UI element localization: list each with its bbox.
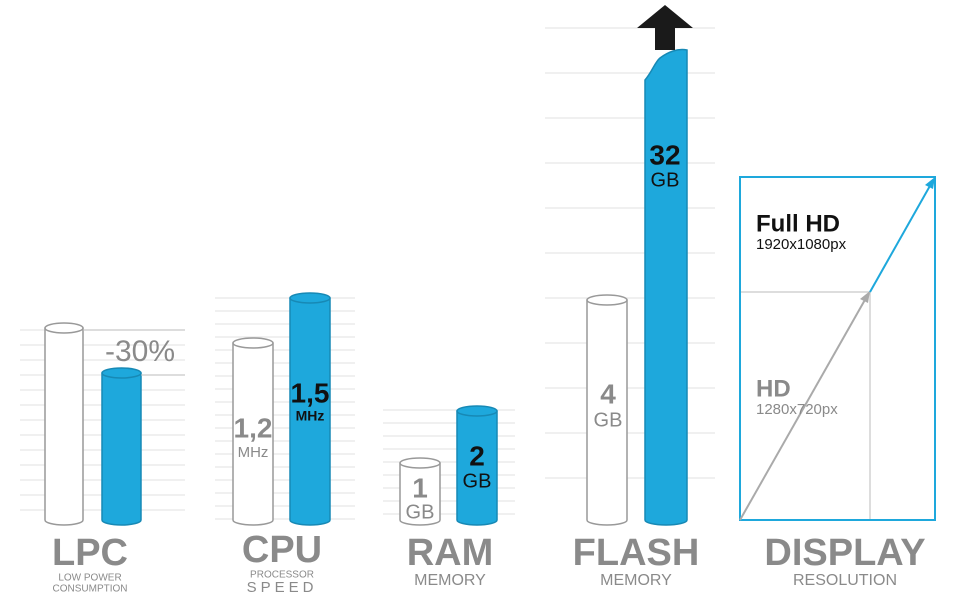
column [232,343,274,526]
column [44,328,84,526]
display-title: DISPLAY [764,532,925,574]
column-top [232,337,274,349]
column-top [289,292,331,304]
cpu-subtitle: SPEED [247,579,318,596]
ram-subtitle: MEMORY [414,572,486,589]
column-top [456,405,498,417]
column-top [586,294,628,306]
hd-resolution: 1280x720px [756,401,838,418]
column [101,373,142,526]
flash-new-value: 32 [649,139,680,170]
ram-old-unit: GB [406,501,435,523]
ram-new-unit: GB [463,470,492,492]
cpu-old-unit: MHz [238,444,269,461]
columns [44,5,693,526]
cpu-title: CPU [242,529,322,571]
column-top [101,367,142,379]
full-hd-resolution: 1920x1080px [756,236,847,253]
column [399,463,441,526]
full-hd-arrow [869,183,932,293]
hd-arrow [739,297,867,521]
up-arrow [637,5,693,50]
ram-title: RAM [407,532,494,574]
flash-old-unit: GB [594,409,623,431]
hd-arrowhead [860,291,870,303]
cpu-subtitle: PROCESSOR [250,570,314,581]
flash-old-value: 4 [600,378,616,409]
lpc-note: -30% [105,335,175,368]
hd-name: HD [756,375,791,402]
column [289,298,331,526]
full-hd-arrowhead [925,177,935,189]
column [456,411,498,526]
column-top [399,457,441,469]
cpu-new-value: 1,5 [291,377,330,408]
lpc-subtitle: LOW POWER [58,573,121,584]
cpu-new-unit: MHz [296,408,325,424]
cpu-old-value: 1,2 [234,412,273,443]
full-hd-frame [739,176,936,521]
column [644,48,688,526]
full-hd-name: Full HD [756,210,840,237]
flash-title: FLASH [573,532,700,574]
lpc-subtitle: CONSUMPTION [53,584,128,595]
flash-subtitle: MEMORY [600,572,672,589]
ram-new-value: 2 [469,440,485,471]
ram-old-value: 1 [412,472,428,503]
lpc-title: LPC [52,532,128,574]
column [586,300,628,526]
display-subtitle: RESOLUTION [793,572,897,589]
column-top [44,322,84,334]
flash-new-unit: GB [651,169,680,191]
